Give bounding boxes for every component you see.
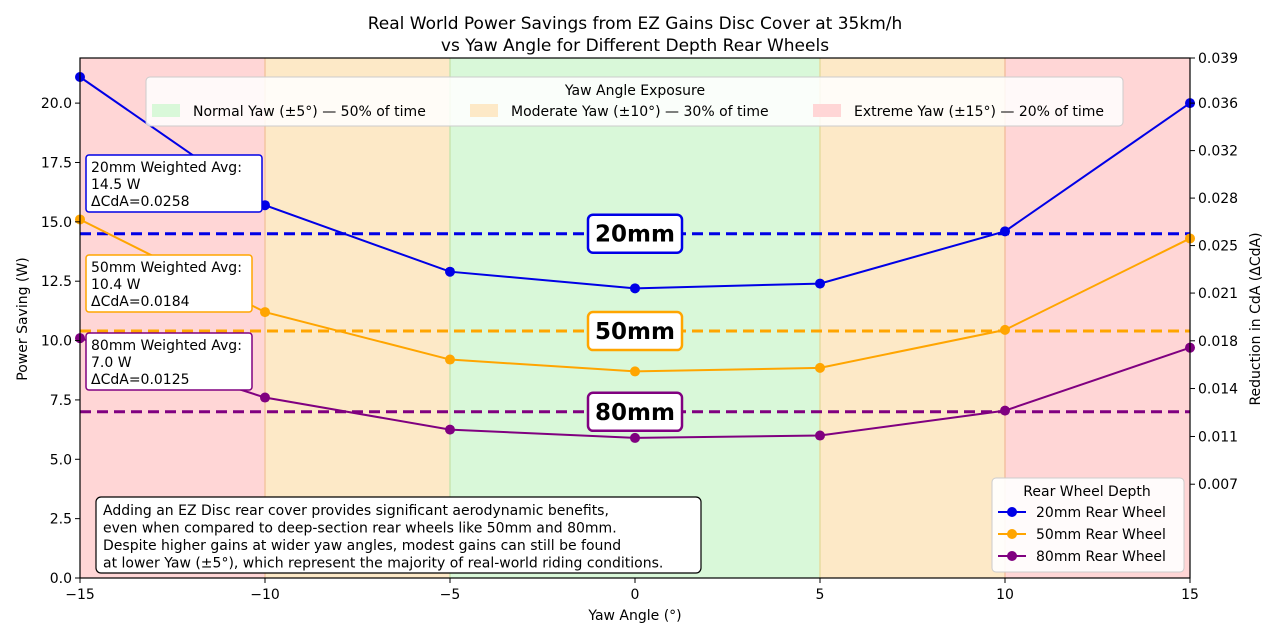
average-label-box — [586, 391, 684, 433]
series-legend-marker — [1007, 529, 1017, 539]
zone-legend-entry: Moderate Yaw (±10°) — 30% of time — [511, 104, 769, 120]
zone-legend-frame — [145, 76, 1124, 127]
data-point — [630, 432, 640, 443]
y-tick-label: 5.0 — [50, 452, 72, 468]
average-labels: 20mm 50mm 80mm — [586, 213, 684, 433]
weighted-avg-box — [85, 254, 253, 313]
y-tick-label: 2.5 — [50, 512, 72, 528]
weighted-avg-line: 80mm Weighted Avg: — [91, 338, 242, 354]
x-tick-label: −5 — [440, 587, 461, 603]
series-legend-title: Rear Wheel Depth — [1023, 484, 1150, 500]
series-legend-entry: 50mm Rear Wheel — [1036, 527, 1166, 543]
yaw-zone-1 — [265, 58, 450, 578]
y-tick-label: 15.0 — [41, 215, 72, 231]
weighted-avg-line: ΔCdA=0.0125 — [91, 372, 190, 388]
weighted-avg-line: ΔCdA=0.0258 — [91, 194, 190, 210]
y-tick-label: 0.0 — [50, 571, 72, 587]
data-point — [445, 266, 455, 277]
right-y-tick-label: 0.032 — [1198, 144, 1238, 160]
right-y-tick-label: 0.039 — [1198, 51, 1238, 67]
zone-legend-entry: Extreme Yaw (±15°) — 20% of time — [854, 104, 1104, 120]
average-label-text: 50mm — [595, 319, 675, 345]
zone-legend-swatch — [152, 104, 180, 117]
data-point — [1000, 405, 1010, 416]
data-point — [1000, 324, 1010, 335]
zone-legend-swatch — [470, 104, 498, 117]
data-point — [260, 392, 270, 403]
note-line: Despite higher gains at wider yaw angles… — [103, 538, 621, 554]
y-tick-label: 7.5 — [50, 393, 72, 409]
note-line: at lower Yaw (±5°), which represent the … — [103, 556, 663, 572]
chart-title-line1: Real World Power Savings from EZ Gains D… — [368, 14, 903, 34]
weighted-avg-line: ΔCdA=0.0184 — [91, 294, 190, 310]
data-point — [630, 283, 640, 294]
average-label-text: 80mm — [595, 400, 675, 426]
weighted-avg-line: 14.5 W — [91, 177, 141, 193]
weighted-avg-box — [85, 154, 263, 213]
x-tick-label: −15 — [65, 587, 95, 603]
data-point — [815, 362, 825, 373]
y-axis-label: Power Saving (W) — [15, 257, 31, 380]
note-box: Adding an EZ Disc rear cover provides si… — [95, 496, 702, 574]
axes: 0.0 2.5 5.0 7.5 10.0 12.5 15.0 17.5 20.0 −15 −10 −5… — [41, 51, 1238, 603]
average-label-box — [586, 310, 684, 352]
data-point — [445, 424, 455, 435]
weighted-avg-line: 20mm Weighted Avg: — [91, 160, 242, 176]
right-y-tick-label: 0.036 — [1198, 96, 1238, 112]
y-tick-label: 17.5 — [41, 155, 72, 171]
weighted-avg-box — [85, 332, 253, 391]
series-legend: Rear Wheel Depth 20mm Rear Wheel 50mm Rear… — [991, 477, 1185, 573]
note-frame — [95, 496, 702, 574]
series-legend-entry: 20mm Rear Wheel — [1036, 505, 1166, 521]
x-tick-label: 0 — [631, 587, 640, 603]
data-point — [260, 307, 270, 318]
note-line: Adding an EZ Disc rear cover provides si… — [103, 503, 609, 519]
zone-legend-swatch — [813, 104, 841, 117]
y-tick-label: 10.0 — [41, 334, 72, 350]
zone-legend: Yaw Angle Exposure Normal Yaw (±5°) — 50%… — [145, 76, 1124, 127]
zone-legend-entry: Normal Yaw (±5°) — 50% of time — [193, 104, 426, 120]
x-axis-label: Yaw Angle (°) — [587, 608, 681, 624]
right-y-tick-label: 0.014 — [1198, 382, 1238, 398]
note-line: even when compared to deep-section rear … — [103, 521, 617, 537]
x-tick-label: 15 — [1181, 587, 1199, 603]
right-y-tick-label: 0.028 — [1198, 191, 1238, 207]
zone-legend-title: Yaw Angle Exposure — [564, 83, 705, 99]
right-y-tick-label: 0.007 — [1198, 477, 1238, 493]
series-lines — [75, 71, 1195, 443]
chart-title-line2: vs Yaw Angle for Different Depth Rear Wh… — [441, 36, 829, 56]
data-point — [630, 366, 640, 377]
data-point — [815, 278, 825, 289]
right-y-tick-label: 0.025 — [1198, 239, 1238, 255]
series-legend-entry: 80mm Rear Wheel — [1036, 549, 1166, 565]
weighted-avg-line: 10.4 W — [91, 277, 141, 293]
series-legend-marker — [1007, 551, 1017, 561]
yaw-zone-0 — [80, 58, 265, 578]
x-tick-label: −10 — [250, 587, 280, 603]
x-tick-label: 10 — [996, 587, 1014, 603]
weighted-avg-line: 50mm Weighted Avg: — [91, 260, 242, 276]
series-legend-frame — [991, 477, 1185, 573]
average-label-box — [586, 213, 684, 254]
data-point — [1000, 226, 1010, 237]
y-axis-right-label: Reduction in CdA (ΔCdA) — [1248, 232, 1264, 405]
right-y-tick-label: 0.011 — [1198, 429, 1238, 445]
average-label-text: 20mm — [595, 222, 675, 248]
right-y-tick-label: 0.021 — [1198, 286, 1238, 302]
right-y-tick-label: 0.018 — [1198, 334, 1238, 350]
data-point — [445, 354, 455, 365]
series-legend-marker — [1007, 507, 1017, 517]
y-tick-label: 20.0 — [41, 96, 72, 112]
data-point — [815, 430, 825, 441]
weighted-avg-line: 7.0 W — [91, 355, 132, 371]
y-tick-label: 12.5 — [41, 274, 72, 290]
x-tick-label: 5 — [816, 587, 825, 603]
yaw-zone-3 — [820, 58, 1005, 578]
